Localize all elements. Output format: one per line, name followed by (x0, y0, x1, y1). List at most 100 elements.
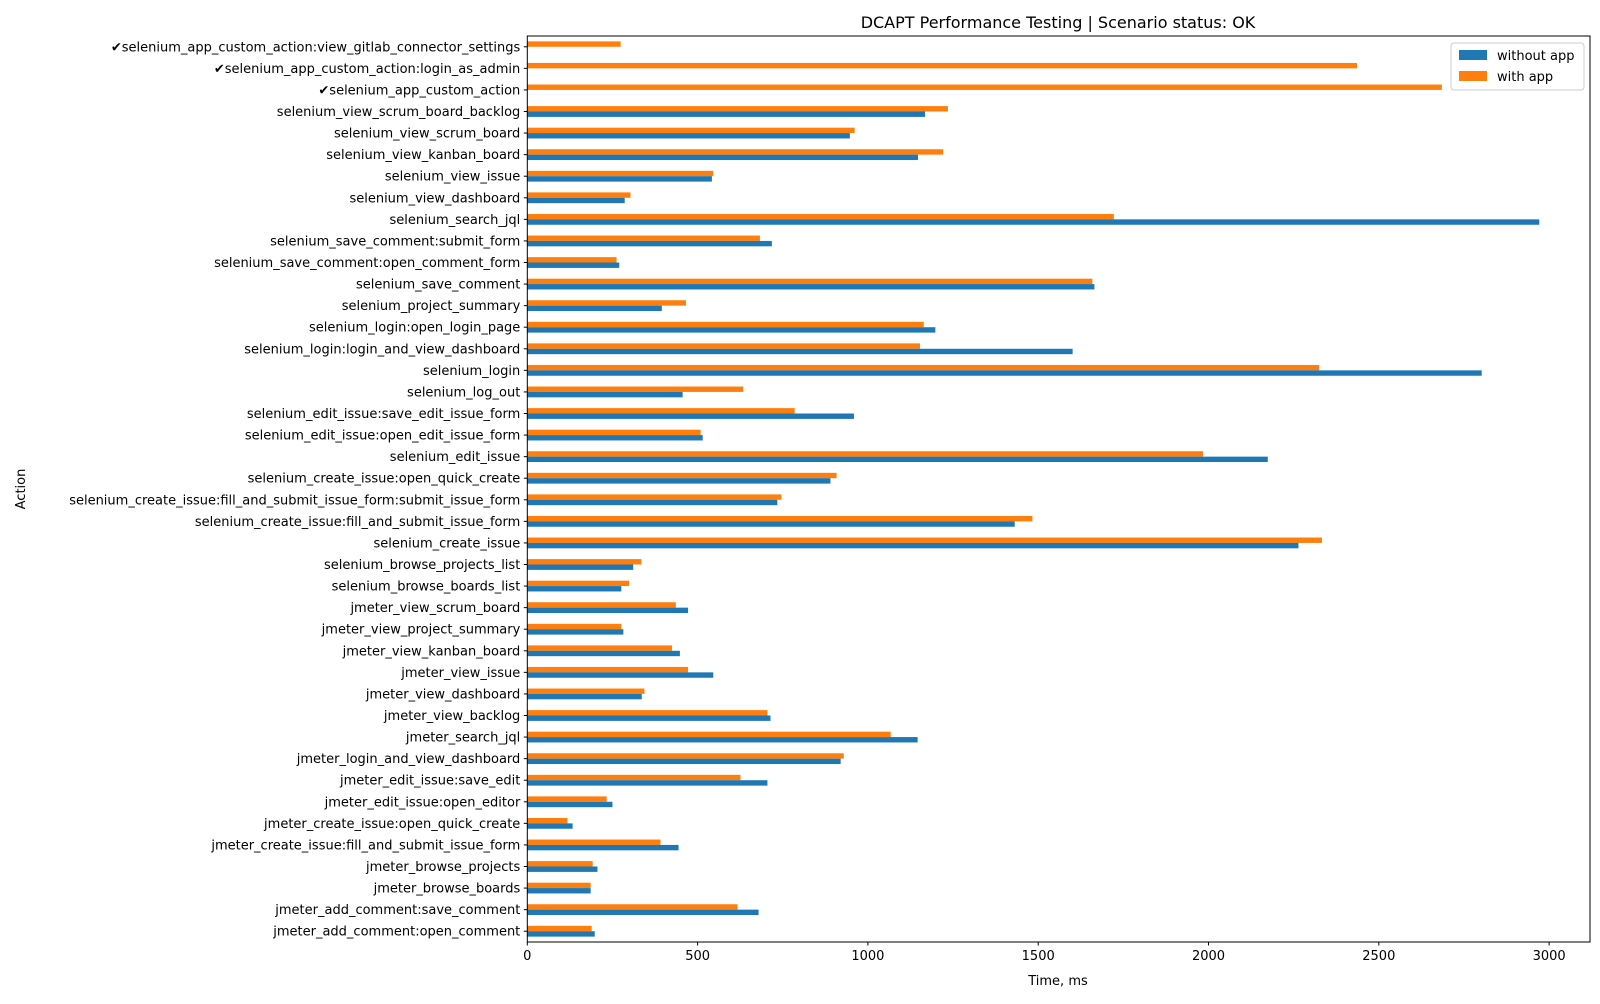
bar-without-app (527, 844, 679, 851)
bar-with-app (527, 925, 592, 932)
bar-with-app (527, 321, 924, 328)
bar-without-app (527, 154, 918, 161)
bar-with-app (527, 192, 631, 198)
bar-without-app (527, 801, 613, 808)
y-tick-label: selenium_edit_issue (390, 450, 521, 465)
y-tick-label: jmeter_edit_issue:save_edit (339, 774, 520, 789)
y-tick-label: selenium_login:open_login_page (309, 321, 520, 336)
bar-with-app (527, 386, 744, 392)
y-tick-label: ✔selenium_app_custom_action:view_gitlab_… (111, 40, 521, 55)
y-tick-label: selenium_login:login_and_view_dashboard (244, 342, 520, 357)
bar-without-app (527, 327, 936, 333)
legend-label-without-app: without app (1497, 49, 1574, 64)
x-tick-label: 2500 (1362, 949, 1395, 964)
y-tick-label: jmeter_browse_projects (365, 860, 521, 875)
bar-with-app (527, 515, 1033, 522)
bar-with-app (527, 149, 944, 155)
bar-without-app (527, 456, 1268, 463)
bar-with-app (527, 278, 1093, 285)
y-tick-label: selenium_view_scrum_board (334, 127, 520, 142)
bar-with-app (527, 170, 714, 177)
bar-with-app (527, 62, 1358, 69)
y-tick-label: selenium_view_issue (385, 170, 520, 185)
x-axis-label: Time, ms (1027, 974, 1088, 989)
y-tick-label: selenium_project_summary (342, 299, 521, 314)
bar-without-app (527, 672, 714, 678)
bar-without-app (527, 758, 841, 765)
bar-with-app (527, 41, 621, 47)
y-tick-label: selenium_save_comment:open_comment_form (214, 256, 520, 271)
chart-title: DCAPT Performance Testing | Scenario sta… (861, 13, 1256, 32)
legend-swatch-without-app (1459, 50, 1487, 60)
bar-with-app (527, 861, 593, 867)
y-tick-label: selenium_log_out (407, 385, 520, 400)
bar-with-app (527, 451, 1204, 457)
y-tick-label: selenium_browse_projects_list (324, 558, 520, 573)
bar-with-app (527, 300, 687, 306)
bar-with-app (527, 84, 1442, 90)
y-tick-label: selenium_view_dashboard (349, 191, 520, 206)
y-tick-label: jmeter_add_comment:save_comment (274, 903, 520, 918)
y-tick-label: selenium_browse_boards_list (332, 580, 521, 595)
bar-with-app (527, 882, 591, 889)
legend-swatch-with-app (1459, 71, 1487, 81)
bar-with-app (527, 774, 741, 781)
y-tick-label: jmeter_view_kanban_board (342, 644, 521, 659)
bar-with-app (527, 731, 891, 738)
bar-with-app (527, 645, 673, 651)
bar-without-app (527, 499, 778, 506)
bar-without-app (527, 586, 622, 592)
bar-with-app (527, 343, 921, 349)
bar-without-app (527, 780, 768, 786)
bar-without-app (527, 284, 1095, 290)
plot-frame (526, 35, 1591, 943)
x-tick-label: 1500 (1022, 949, 1055, 964)
bar-without-app (527, 931, 595, 937)
bar-without-app (527, 176, 712, 182)
y-tick-label: jmeter_view_project_summary (321, 623, 521, 638)
bar-without-app (527, 650, 680, 657)
y-tick-label: jmeter_create_issue:open_quick_create (263, 817, 520, 832)
x-tick-label: 500 (685, 949, 710, 964)
bar-with-app (527, 688, 645, 694)
bar-without-app (527, 111, 926, 117)
bar-with-app (527, 623, 622, 630)
bar-without-app (527, 607, 689, 614)
x-tick-label: 1000 (851, 949, 884, 964)
bar-without-app (527, 219, 1540, 225)
x-tick-label: 3000 (1533, 949, 1566, 964)
bar-without-app (527, 391, 683, 398)
bar-without-app (527, 823, 573, 829)
bar-without-app (527, 370, 1482, 376)
x-tick-label: 2000 (1192, 949, 1225, 964)
y-tick-label: jmeter_add_comment:open_comment (272, 925, 520, 940)
bar-with-app (527, 537, 1322, 543)
y-tick-label: selenium_save_comment (356, 278, 520, 293)
x-tick-label: 0 (523, 949, 531, 964)
bar-with-app (527, 753, 844, 759)
y-tick-label: jmeter_view_issue (400, 666, 520, 681)
bar-with-app (527, 429, 701, 436)
y-tick-label: jmeter_browse_boards (373, 882, 521, 897)
bar-with-app (527, 106, 948, 112)
legend-label-with-app: with app (1497, 70, 1553, 85)
bar-with-app (527, 666, 689, 673)
y-tick-label: jmeter_create_issue:fill_and_submit_issu… (210, 838, 520, 853)
bar-with-app (527, 213, 1114, 220)
y-tick-label: selenium_save_comment:submit_form (270, 234, 520, 249)
bar-without-app (527, 478, 831, 484)
bar-with-app (527, 904, 738, 910)
y-tick-label: jmeter_edit_issue:open_editor (324, 795, 521, 810)
y-tick-label: selenium_create_issue:fill_and_submit_is… (195, 515, 520, 530)
bar-without-app (527, 197, 625, 204)
bar-without-app (527, 737, 918, 743)
bar-without-app (527, 521, 1015, 527)
y-tick-label: jmeter_search_jql (405, 731, 520, 746)
bar-without-app (527, 240, 772, 247)
bars (527, 41, 1540, 937)
y-tick-label: jmeter_login_and_view_dashboard (296, 752, 521, 767)
y-tick-label: ✔selenium_app_custom_action (318, 83, 520, 98)
y-tick-label: ✔selenium_app_custom_action:login_as_adm… (214, 62, 520, 77)
y-tick-label: selenium_search_jql (390, 213, 521, 228)
y-tick-label: selenium_create_issue (374, 536, 521, 551)
